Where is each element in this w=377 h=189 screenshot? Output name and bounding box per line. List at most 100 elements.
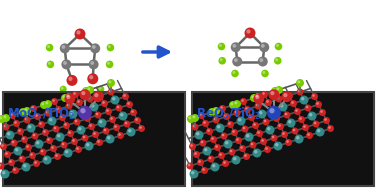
Circle shape	[253, 149, 262, 157]
Circle shape	[86, 95, 93, 102]
Circle shape	[265, 125, 274, 135]
Circle shape	[257, 131, 260, 134]
Circle shape	[70, 111, 74, 115]
Circle shape	[85, 116, 88, 119]
Circle shape	[274, 57, 282, 65]
Circle shape	[285, 139, 292, 146]
Circle shape	[189, 143, 196, 150]
Circle shape	[4, 125, 6, 127]
Bar	[192, 92, 374, 186]
Circle shape	[274, 116, 277, 119]
Circle shape	[270, 91, 274, 95]
Circle shape	[269, 108, 274, 113]
Circle shape	[224, 114, 227, 117]
Circle shape	[99, 120, 103, 123]
Circle shape	[297, 80, 300, 83]
Circle shape	[231, 156, 241, 164]
Circle shape	[250, 94, 258, 102]
Circle shape	[107, 88, 115, 95]
Circle shape	[122, 93, 129, 100]
Circle shape	[72, 91, 79, 98]
Circle shape	[298, 116, 305, 123]
Circle shape	[9, 160, 12, 163]
Circle shape	[211, 137, 214, 140]
Circle shape	[97, 92, 104, 99]
Circle shape	[19, 108, 27, 116]
Circle shape	[1, 144, 4, 147]
Circle shape	[23, 164, 26, 167]
Circle shape	[35, 139, 43, 149]
Circle shape	[49, 118, 52, 122]
Circle shape	[23, 116, 31, 123]
Circle shape	[258, 57, 268, 67]
Circle shape	[88, 97, 90, 99]
Circle shape	[89, 59, 99, 69]
Circle shape	[256, 104, 258, 106]
Circle shape	[51, 98, 58, 105]
Circle shape	[187, 115, 195, 123]
Circle shape	[138, 125, 145, 132]
Circle shape	[23, 107, 31, 115]
Circle shape	[115, 105, 123, 112]
Circle shape	[55, 106, 62, 113]
Circle shape	[320, 110, 323, 113]
Circle shape	[273, 115, 280, 122]
Circle shape	[74, 119, 81, 125]
Circle shape	[271, 135, 277, 142]
Circle shape	[106, 135, 115, 143]
Circle shape	[0, 143, 7, 150]
Circle shape	[236, 116, 245, 125]
Circle shape	[191, 114, 199, 122]
Circle shape	[317, 129, 320, 132]
Circle shape	[265, 99, 272, 106]
Circle shape	[324, 118, 327, 121]
Circle shape	[14, 121, 17, 124]
Circle shape	[261, 44, 265, 48]
Circle shape	[192, 115, 195, 118]
Circle shape	[51, 146, 54, 149]
Circle shape	[75, 146, 82, 153]
Circle shape	[279, 102, 288, 112]
Circle shape	[41, 150, 43, 152]
Circle shape	[294, 108, 301, 115]
Circle shape	[5, 152, 8, 155]
Circle shape	[278, 124, 281, 127]
Circle shape	[14, 146, 23, 156]
Circle shape	[130, 109, 137, 116]
Circle shape	[316, 102, 319, 105]
Circle shape	[188, 164, 190, 166]
Circle shape	[3, 115, 6, 118]
Circle shape	[298, 90, 300, 92]
Circle shape	[305, 105, 311, 112]
Circle shape	[218, 152, 225, 159]
Circle shape	[47, 138, 50, 141]
Circle shape	[98, 119, 106, 128]
Circle shape	[26, 123, 35, 132]
Circle shape	[220, 58, 223, 61]
Circle shape	[61, 94, 69, 102]
Circle shape	[262, 71, 265, 74]
Circle shape	[251, 95, 254, 98]
Circle shape	[93, 132, 96, 135]
Circle shape	[107, 79, 115, 87]
Circle shape	[259, 58, 263, 62]
Circle shape	[7, 132, 11, 136]
Circle shape	[104, 129, 106, 131]
Circle shape	[303, 125, 306, 128]
Circle shape	[33, 134, 35, 136]
Circle shape	[42, 129, 49, 136]
Circle shape	[259, 42, 269, 52]
Circle shape	[277, 123, 284, 130]
Circle shape	[81, 135, 89, 142]
Circle shape	[246, 134, 250, 137]
Circle shape	[95, 112, 101, 119]
Circle shape	[209, 109, 212, 112]
Circle shape	[97, 140, 100, 143]
Circle shape	[31, 106, 34, 109]
Circle shape	[192, 123, 199, 130]
Circle shape	[306, 106, 308, 108]
Circle shape	[213, 108, 216, 111]
Circle shape	[313, 121, 319, 128]
Circle shape	[253, 123, 256, 126]
Circle shape	[262, 119, 270, 125]
